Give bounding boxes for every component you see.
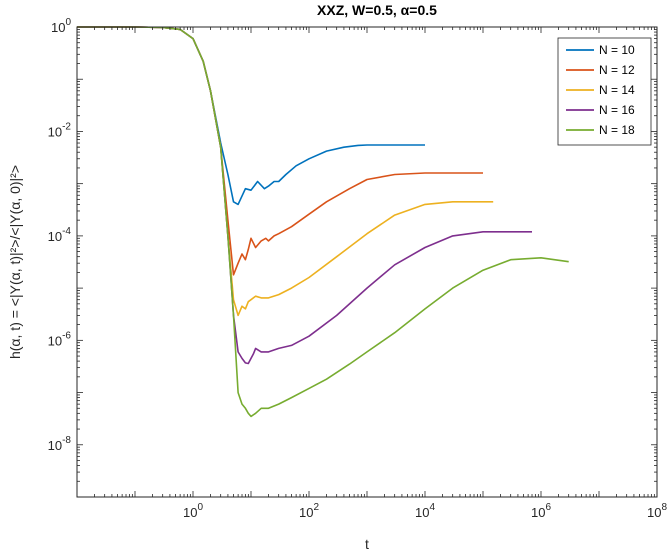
y-tick-label: 10-4 [48,226,72,244]
y-axis-label: h(α, t) = <|Y(α, t)|²>/<|Y(α, 0)|²> [7,165,23,359]
legend-label-4: N = 16 [599,103,635,117]
series-line-5 [77,26,569,418]
x-tick-label: 100 [183,502,203,520]
legend-label-1: N = 10 [599,43,635,57]
y-tick-label: 10-8 [48,435,72,453]
plot-frame [76,26,658,498]
x-tick-label: 106 [531,502,551,520]
series-layer [77,26,569,418]
x-tick-labels: 100 102 104 106 108 [183,502,667,520]
legend-box [557,37,652,146]
x-tick-label: 108 [647,502,667,520]
x-axis-label: t [365,536,369,552]
y-tick-label: 10-2 [48,121,72,139]
y-tick-label: 100 [51,17,71,35]
y-tick-labels: 100 10-2 10-4 10-6 10-8 [48,17,72,453]
legend-label-2: N = 12 [599,63,635,77]
legend-label-3: N = 14 [599,83,635,97]
y-tick-label: 10-6 [48,330,72,348]
x-tick-label: 104 [415,502,435,520]
x-tick-label: 102 [299,502,319,520]
chart-title: XXZ, W=0.5, α=0.5 [317,2,437,18]
legend: N = 10 N = 12 N = 14 N = 16 N = 18 [557,37,652,146]
legend-label-5: N = 18 [599,123,635,137]
